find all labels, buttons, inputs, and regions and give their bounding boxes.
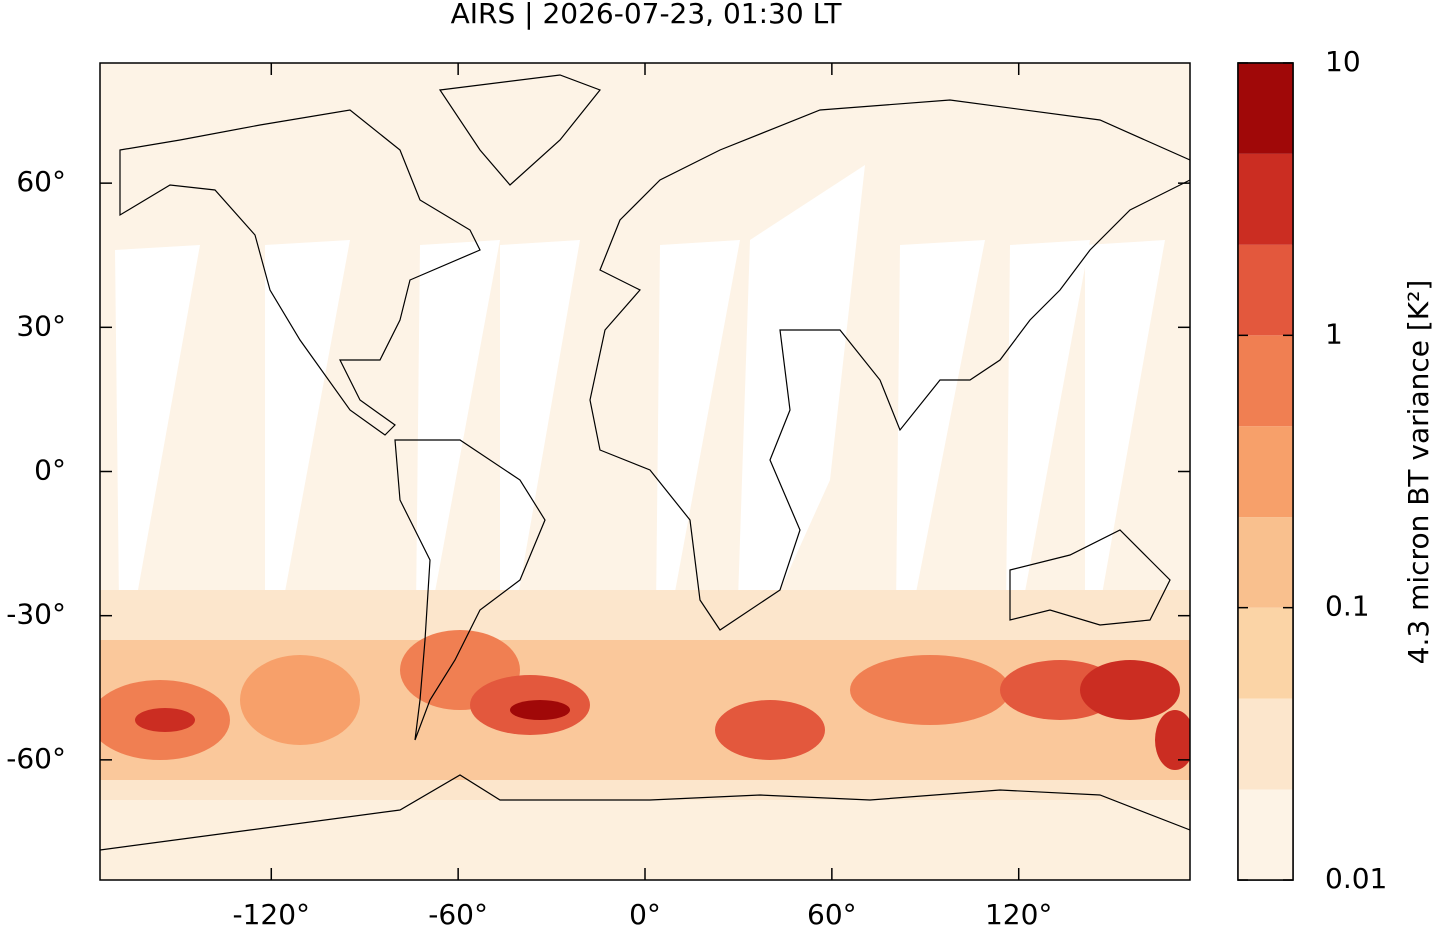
- southern-field: [100, 590, 1190, 880]
- y-tick-label: 30°: [16, 309, 66, 342]
- colorbar-band: [1238, 789, 1293, 880]
- map-field: [100, 63, 1190, 880]
- y-tick-label: -60°: [6, 742, 66, 775]
- x-tick-label: 60°: [807, 898, 857, 930]
- x-tick-label: 120°: [985, 898, 1052, 930]
- colorbar-tick-label: 1: [1325, 317, 1343, 350]
- colorbar-band: [1238, 244, 1293, 336]
- x-tick-label: -120°: [233, 898, 311, 930]
- colorbar-outline: [1237, 62, 1294, 881]
- colorbar-band: [1238, 517, 1293, 608]
- colorbar-band: [1238, 607, 1293, 699]
- colorbar-band: [1238, 698, 1293, 790]
- colorbar-tick-label: 10: [1325, 45, 1361, 78]
- x-tick-label: -60°: [428, 898, 488, 930]
- colorbar-band: [1238, 153, 1293, 245]
- coastlines: [100, 74, 1190, 851]
- y-tick-label: 0°: [34, 454, 66, 487]
- title: AIRS | 2026-07-23, 01:30 LT: [451, 0, 843, 30]
- colorbar-tick-label: 0.1: [1325, 590, 1370, 623]
- colorbar-band: [1238, 63, 1293, 154]
- colorbar-band: [1238, 335, 1293, 427]
- colorbar-band: [1238, 426, 1293, 518]
- swath-gaps: [115, 165, 1165, 700]
- y-tick-label: 60°: [16, 165, 66, 198]
- x-tick-label: 0°: [629, 898, 661, 930]
- colorbar-label: 4.3 micron BT variance [K²]: [1402, 280, 1435, 665]
- colorbar-tick-label: 0.01: [1325, 862, 1387, 895]
- y-tick-label: -30°: [6, 598, 66, 631]
